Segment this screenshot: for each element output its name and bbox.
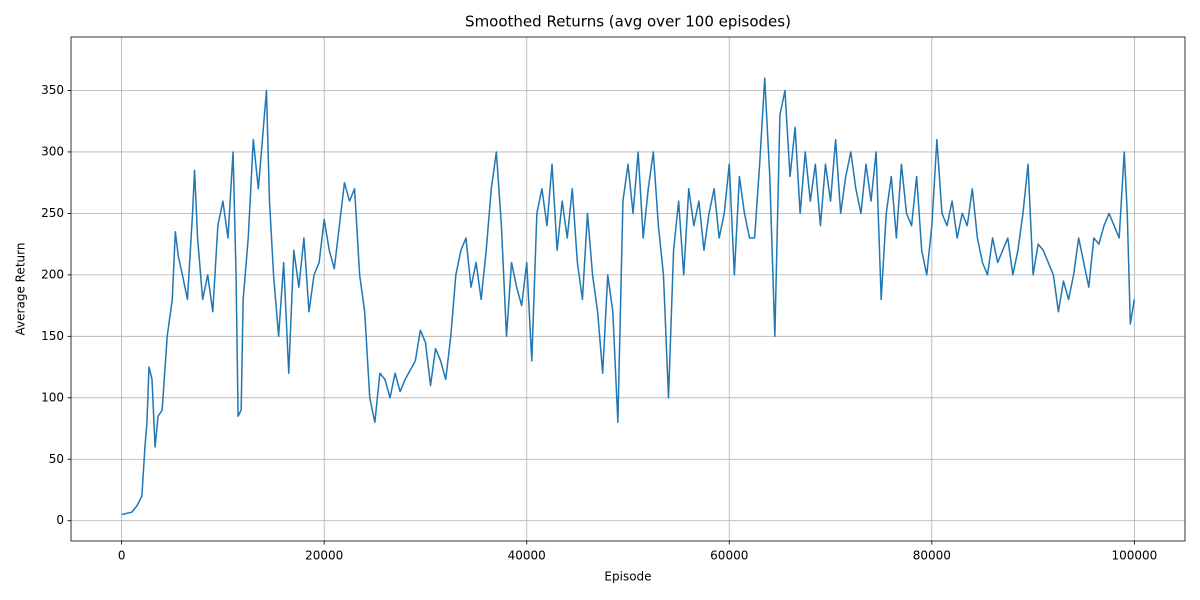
x-tick-label: 80000 [913, 549, 951, 563]
x-axis-label: Episode [604, 570, 651, 584]
y-tick-label: 200 [41, 267, 64, 281]
y-tick-label: 100 [41, 390, 64, 404]
x-tick-label: 60000 [710, 549, 748, 563]
x-tick-label: 0 [118, 549, 126, 563]
y-tick-label: 250 [41, 206, 64, 220]
y-axis-label: Average Return [14, 243, 28, 336]
chart-title: Smoothed Returns (avg over 100 episodes) [465, 13, 791, 31]
x-tick-label: 40000 [508, 549, 546, 563]
y-tick-label: 50 [49, 452, 64, 466]
plot-frame [70, 36, 1186, 542]
data-line [121, 77, 1136, 516]
y-tick-label: 350 [41, 83, 64, 97]
y-tick-label: 150 [41, 329, 64, 343]
x-tick-label: 100000 [1111, 549, 1157, 563]
y-tick-label: 0 [56, 513, 64, 527]
y-tick-label: 300 [41, 144, 64, 158]
x-tick-label: 20000 [305, 549, 343, 563]
